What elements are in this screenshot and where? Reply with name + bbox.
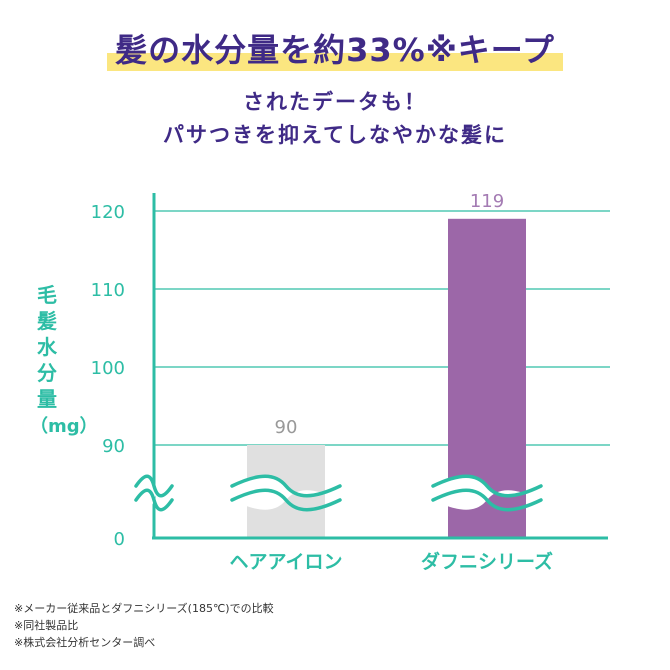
y-tick-label-120: 120 (91, 202, 125, 223)
subheadline-2: パサつきを抑えてしなやかな髪に (163, 123, 507, 147)
headline-container: 髪の水分量を約33%※キープ (0, 28, 670, 72)
axis-break-y-line-top (134, 474, 174, 498)
headline-highlight (107, 53, 563, 71)
axis-break-y-band (136, 476, 172, 510)
y-tick-label-110: 110 (91, 280, 125, 301)
axis-break-bar-0-line-bottom (230, 488, 342, 512)
y-tick-label-0: 0 (114, 529, 125, 550)
bar-value-label-0: 90 (275, 417, 298, 438)
bar-value-label-1: 119 (470, 191, 504, 212)
y-axis-title: 毛髪水分量 (37, 283, 57, 411)
footnote-2: ※同社製品比 (14, 619, 79, 632)
axis-break-bar-1-line-top (431, 474, 543, 498)
y-axis-label: 毛髪水分量 （mg） (30, 282, 98, 440)
axis-break-bar-1-line-bottom (431, 488, 543, 512)
headline: 髪の水分量を約33%※キープ (107, 28, 563, 72)
footnote-1: ※メーカー従来品とダフニシリーズ(185℃)での比較 (14, 602, 274, 615)
footnote-3: ※株式会社分析センター調べ (14, 636, 156, 649)
footnotes: ※メーカー従来品とダフニシリーズ(185℃)での比較 ※同社製品比 ※株式会社分… (14, 600, 274, 651)
x-category-label-1: ダフニシリーズ (421, 550, 553, 573)
headline-text: 髪の水分量を約33%※キープ (115, 31, 555, 69)
x-category-label-0: ヘアアイロン (229, 551, 342, 573)
axis-break-bar-0-band (232, 476, 340, 510)
axis-break-bar-1-band (433, 476, 541, 510)
subheadline-1: されたデータも！ (243, 90, 427, 114)
axis-break-bar-0-line-top (230, 474, 342, 498)
y-tick-label-90: 90 (102, 436, 125, 457)
axis-break-y-line-bottom (134, 488, 174, 512)
y-tick-label-100: 100 (91, 358, 125, 379)
